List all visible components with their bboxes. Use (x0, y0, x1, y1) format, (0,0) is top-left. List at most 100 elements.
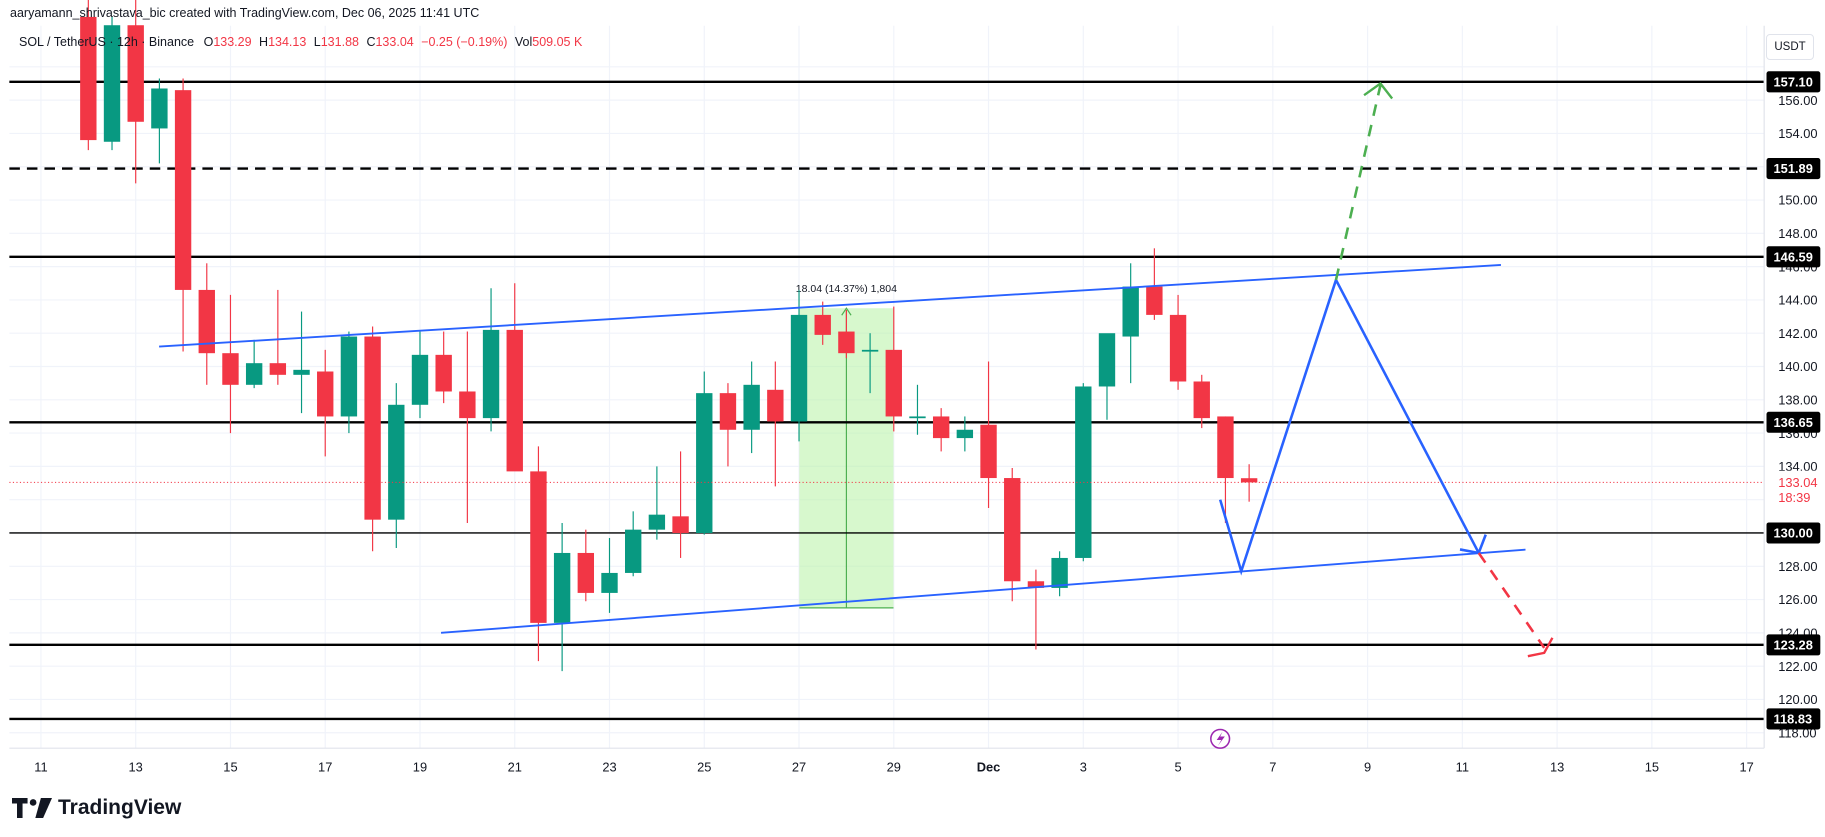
time-tick: 17 (318, 760, 332, 775)
price-tick: 148.00 (1778, 226, 1817, 241)
candle (577, 552, 595, 593)
candle (719, 393, 737, 430)
price-tick: 156.00 (1778, 93, 1817, 108)
close-value: 133.04 (375, 35, 414, 49)
level-price-tag[interactable] (1766, 71, 1821, 93)
candle (1004, 478, 1021, 582)
level-price-tag[interactable] (1766, 708, 1821, 730)
price-tick: 120.00 (1778, 692, 1817, 707)
trend-drawings[interactable] (159, 81, 1554, 658)
level-price-tag[interactable] (1766, 522, 1821, 544)
candle (435, 354, 452, 392)
time-tick: 15 (1645, 760, 1659, 775)
time-tick: 7 (1269, 760, 1276, 775)
candle (743, 384, 760, 430)
candle (222, 353, 239, 385)
candle (340, 336, 358, 417)
tradingview-logo[interactable]: TradingView (12, 796, 181, 820)
price-tick: 126.00 (1778, 592, 1817, 607)
svg-text:157.10: 157.10 (1774, 75, 1813, 90)
bullish-arrowhead-icon (1363, 81, 1394, 100)
time-tick: 11 (34, 760, 47, 775)
high-value: 134.13 (268, 35, 307, 49)
candle (411, 354, 429, 405)
bullish-target-arrow[interactable] (1334, 84, 1382, 281)
candle (151, 88, 168, 129)
candle (482, 329, 500, 419)
time-axis[interactable]: 11 13 15 17 19 21 23 25 27 29 Dec 3 5 7 9 11 13 15 17 (9, 747, 1765, 775)
candle (1122, 286, 1139, 337)
candle (861, 349, 879, 352)
price-tick: 144.00 (1778, 293, 1817, 308)
candle (1146, 286, 1163, 315)
event-markers[interactable] (1210, 728, 1231, 749)
time-tick: 5 (1174, 760, 1181, 775)
time-tick: Dec (977, 760, 1001, 775)
candle (127, 25, 144, 122)
candle (198, 289, 215, 354)
candle (317, 371, 334, 417)
channel-upper-line[interactable] (159, 264, 1502, 348)
time-tick: 13 (1550, 760, 1564, 775)
svg-text:118.83: 118.83 (1774, 712, 1813, 727)
level-price-tag[interactable] (1766, 634, 1821, 656)
level-price-tag[interactable] (1766, 246, 1821, 268)
candle (1193, 381, 1210, 419)
open-value: 133.29 (213, 35, 252, 49)
volume-value: 509.05 K (532, 35, 583, 49)
logo-text: TradingView (58, 796, 182, 819)
projection-path[interactable] (1218, 276, 1480, 576)
svg-text:136.65: 136.65 (1774, 415, 1813, 430)
currency-button[interactable]: USDT (1766, 34, 1814, 60)
tradingview-logo-icon (12, 798, 52, 818)
projection-arrowhead-icon (1459, 534, 1487, 555)
svg-text:146.59: 146.59 (1774, 249, 1813, 264)
candle (293, 369, 310, 375)
price-tick: 154.00 (1778, 126, 1817, 141)
time-tick: 11 (1456, 760, 1469, 775)
candle (530, 471, 547, 623)
channel-lower-line[interactable] (440, 548, 1526, 634)
candle (956, 429, 974, 439)
candle (553, 552, 571, 623)
candle (459, 391, 476, 419)
candle (625, 529, 642, 573)
horizontal-levels[interactable] (9, 80, 1765, 721)
price-tick: 134.00 (1778, 459, 1817, 474)
candle (1217, 416, 1234, 479)
price-tick: 138.00 (1778, 392, 1817, 407)
symbol-legend[interactable]: SOL / TetherUS · 12h · Binance O133.29 H… (19, 35, 582, 49)
candle (1169, 314, 1187, 382)
svg-text:151.89: 151.89 (1774, 161, 1813, 176)
price-range-measure[interactable]: 18.04 (14.37%) 1,804 (796, 283, 897, 609)
price-axis[interactable]: 156.00154.00152.00150.00148.00146.00144.… (1763, 0, 1825, 837)
candle (245, 363, 263, 385)
bearish-target-arrow[interactable] (1477, 552, 1546, 649)
time-tick: 23 (602, 760, 616, 775)
candle (1240, 478, 1258, 483)
low-value: 131.88 (320, 35, 359, 49)
time-tick: 29 (887, 760, 901, 775)
svg-text:123.28: 123.28 (1774, 638, 1813, 653)
time-tick: 21 (508, 760, 522, 775)
level-price-tag[interactable] (1766, 158, 1821, 180)
high-label: H (259, 35, 269, 49)
measure-label: 18.04 (14.37%) 1,804 (796, 283, 897, 295)
candle (1051, 557, 1068, 588)
time-tick: 17 (1739, 760, 1753, 775)
candle (1098, 333, 1116, 387)
candle (814, 314, 831, 335)
candle (648, 514, 666, 530)
symbol-title[interactable]: SOL / TetherUS · 12h · Binance (19, 35, 195, 49)
candle (103, 25, 121, 142)
low-label: L (313, 35, 321, 49)
last-price-tag: 133.04 (1778, 475, 1817, 490)
level-price-tag[interactable] (1766, 411, 1821, 433)
bearish-arrowhead-icon (1527, 637, 1554, 658)
price-tick: 140.00 (1778, 359, 1817, 374)
change-value: −0.25 (−0.19%) (421, 35, 508, 49)
candle (980, 424, 997, 479)
candle (790, 314, 808, 422)
